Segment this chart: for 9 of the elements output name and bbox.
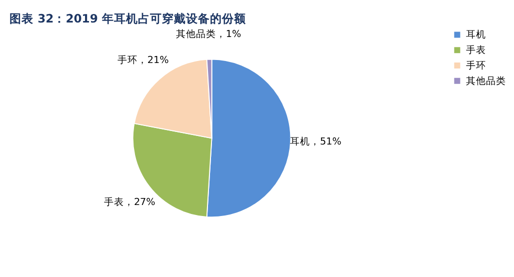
chart-title: 图表 32：2019 年耳机占可穿戴设备的份额 bbox=[10, 12, 247, 26]
data-label: 其他品类，1% bbox=[176, 28, 242, 40]
legend-label: 耳机 bbox=[466, 28, 486, 41]
data-label: 手环，21% bbox=[117, 54, 169, 66]
data-label: 耳机，51% bbox=[290, 135, 342, 148]
legend-label: 手环 bbox=[466, 59, 486, 72]
legend-label: 其他品类 bbox=[466, 74, 506, 87]
legend-label: 手表 bbox=[466, 44, 486, 56]
data-label: 手表，27% bbox=[104, 196, 156, 208]
